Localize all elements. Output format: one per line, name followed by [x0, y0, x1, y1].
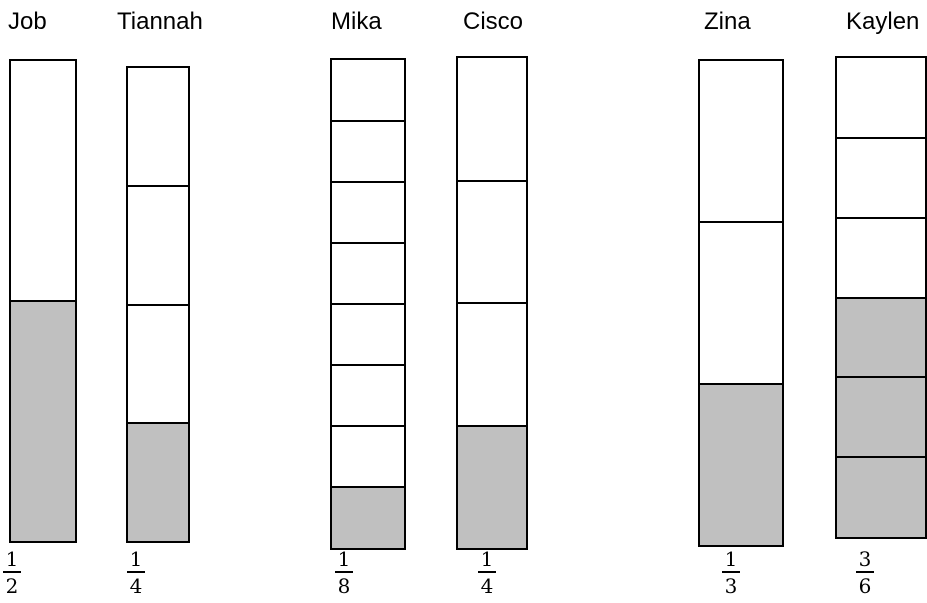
strip-part [458, 180, 526, 303]
fraction-bar [127, 571, 145, 573]
strip-part [332, 60, 404, 121]
strip-name-cisco: Cisco [463, 8, 524, 35]
partition-line [458, 424, 526, 427]
partition-line [458, 302, 526, 304]
denominator: 3 [724, 574, 738, 598]
fraction-label-tiannah: 1 4 [124, 548, 148, 597]
strip-name-zina: Zina [704, 8, 751, 35]
strip-part [332, 182, 404, 243]
partition-line [332, 425, 404, 427]
fraction-label-kaylen: 3 6 [853, 548, 877, 597]
strip-part [11, 61, 75, 301]
strip-part [700, 222, 782, 384]
strip-part [11, 301, 75, 541]
fraction-bar [856, 571, 874, 573]
strip-part [128, 304, 188, 423]
partition-line [332, 242, 404, 244]
fraction-bar [722, 571, 740, 573]
partition-line [837, 216, 925, 219]
fraction-label-cisco: 1 4 [475, 548, 499, 597]
strip-part [837, 137, 925, 218]
partition-line [837, 376, 925, 379]
strip-part [700, 383, 782, 545]
partition-line [332, 364, 404, 366]
strip-part [458, 58, 526, 181]
strip-part [837, 457, 925, 537]
numerator: 1 [724, 547, 738, 571]
partition-line [458, 179, 526, 182]
partition-line [837, 136, 925, 139]
fraction-strip-cisco [456, 56, 528, 550]
strip-part [332, 304, 404, 365]
fraction-strip-kaylen [835, 56, 927, 539]
partition-line [128, 185, 188, 188]
denominator: 4 [129, 574, 143, 598]
fraction-strip-mika [330, 58, 406, 550]
denominator: 4 [480, 574, 494, 598]
fraction-bar [478, 571, 496, 573]
denominator: 8 [337, 574, 351, 598]
partition-line [837, 456, 925, 459]
partition-line [11, 300, 75, 302]
denominator: 2 [5, 574, 19, 598]
fraction-label-job: 1 2 [0, 548, 24, 597]
numerator: 1 [337, 547, 351, 571]
partition-line [128, 421, 188, 424]
strip-part [458, 425, 526, 548]
numerator: 1 [129, 547, 143, 571]
strip-part [128, 422, 188, 541]
strip-part [332, 426, 404, 487]
strip-name-mika: Mika [331, 8, 382, 35]
strip-part [837, 297, 925, 378]
strip-name-job: Job [8, 8, 47, 35]
strip-part [837, 58, 925, 138]
strip-part [700, 61, 782, 223]
numerator: 3 [858, 547, 872, 571]
partition-line [700, 221, 782, 224]
strip-part [128, 68, 188, 187]
numerator: 1 [480, 547, 494, 571]
partition-line [700, 382, 782, 385]
partition-line [837, 296, 925, 299]
fraction-bar [3, 571, 21, 573]
strip-part [458, 303, 526, 426]
partition-line [332, 120, 404, 122]
fraction-strip-tiannah [126, 66, 190, 543]
strip-part [332, 243, 404, 304]
strip-part [332, 365, 404, 426]
strip-name-kaylen: Kaylen [846, 8, 920, 35]
strip-part [837, 377, 925, 458]
strip-part [837, 217, 925, 298]
denominator: 6 [858, 574, 872, 598]
partition-line [332, 486, 404, 488]
fraction-bar [335, 571, 353, 573]
strip-part [128, 186, 188, 305]
numerator: 1 [5, 547, 19, 571]
fraction-strip-zina [698, 59, 784, 547]
strip-name-tiannah: Tiannah [117, 8, 203, 35]
partition-line [128, 303, 188, 306]
strip-part [332, 121, 404, 182]
fraction-label-zina: 1 3 [719, 548, 743, 597]
fraction-label-mika: 1 8 [332, 548, 356, 597]
partition-line [332, 181, 404, 183]
strip-part [332, 487, 404, 548]
fraction-strip-job [9, 59, 77, 543]
partition-line [332, 303, 404, 305]
